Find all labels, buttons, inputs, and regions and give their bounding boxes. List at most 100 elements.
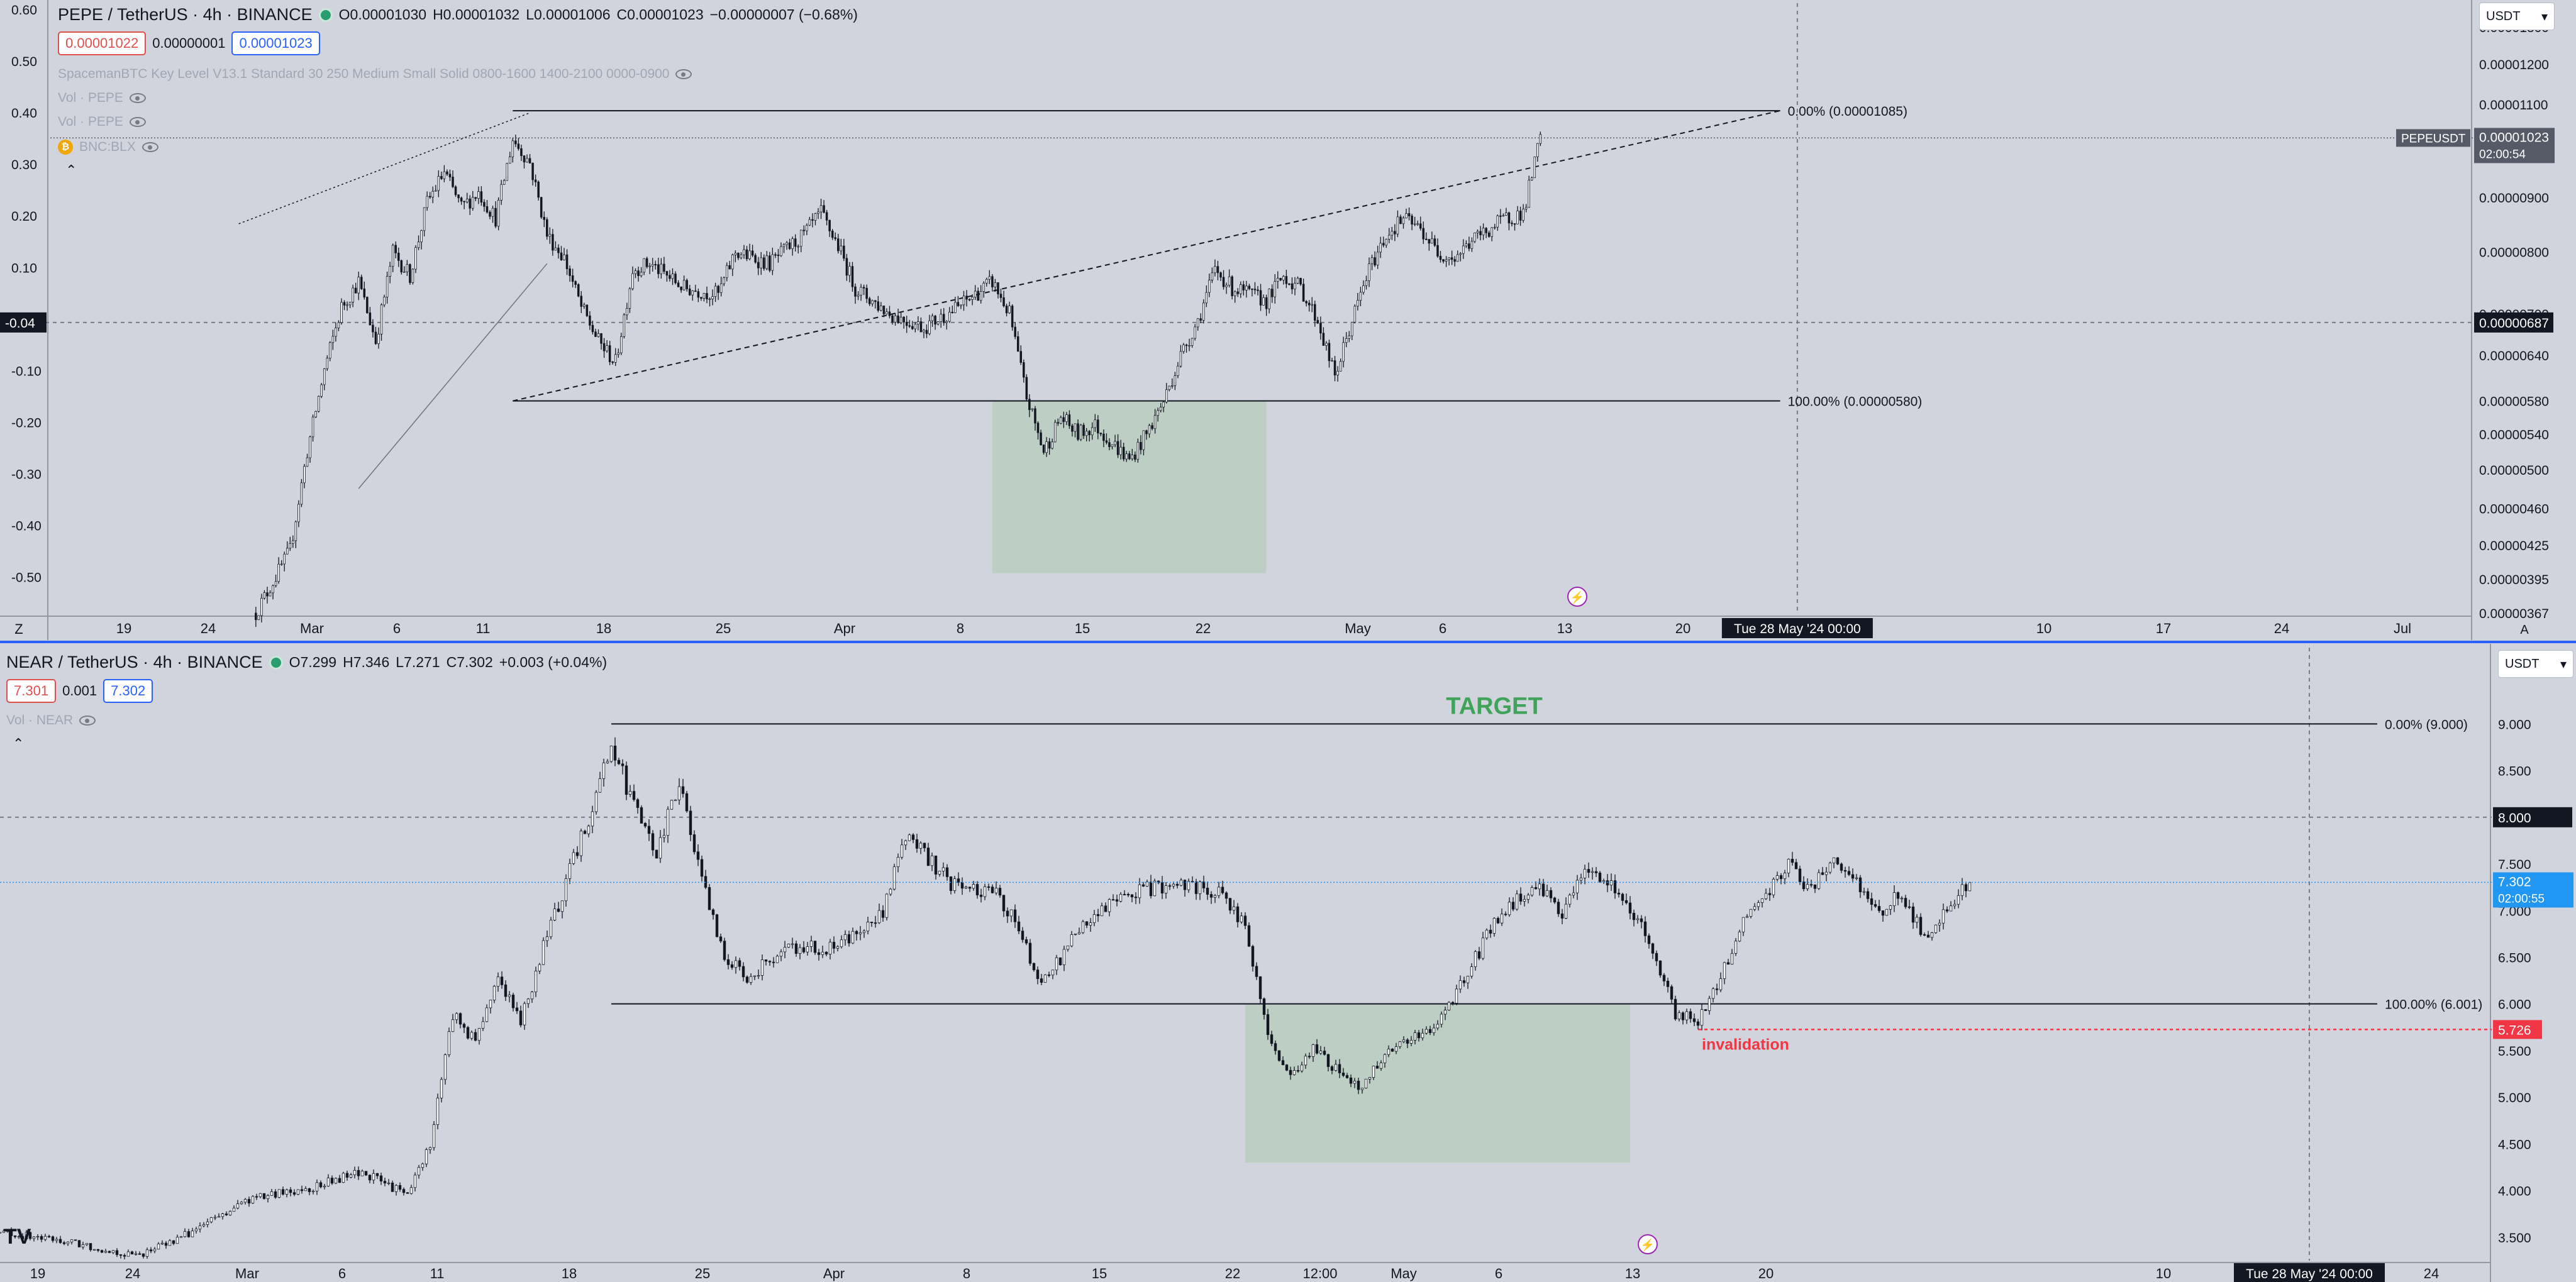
candle-up <box>406 264 409 272</box>
candle-up <box>1602 880 1606 882</box>
bottom-ask-box[interactable]: 7.302 <box>103 679 153 703</box>
indicator-row-keylevel[interactable]: SpacemanBTC Key Level V13.1 Standard 30 … <box>58 67 692 82</box>
candle-down <box>1328 343 1331 362</box>
indicator-row-blx[interactable]: ₿ BNC:BLX <box>58 140 158 155</box>
candle-up <box>598 778 602 793</box>
top-symbol-title[interactable]: PEPE / TetherUS · 4h · BINANCE <box>58 5 313 24</box>
rising-trendline[interactable] <box>513 110 1780 402</box>
bottom-currency-select[interactable]: USDT ▾ <box>2498 650 2573 678</box>
indicator-row-vol-near[interactable]: Vol · NEAR <box>6 713 96 728</box>
candle-down <box>1374 257 1376 266</box>
candle-up <box>886 311 888 314</box>
candle-up <box>1217 887 1221 896</box>
candle-down <box>1096 914 1100 917</box>
candle-up <box>1194 326 1196 339</box>
x-tick-label: 18 <box>562 1266 577 1281</box>
candle-down <box>602 343 606 351</box>
candle-up <box>1539 134 1542 144</box>
candle-down <box>711 909 715 915</box>
candle-up <box>1685 1011 1689 1020</box>
lightning-icon[interactable] <box>1567 587 1587 607</box>
candle-down <box>1349 1077 1353 1084</box>
lightning-icon[interactable] <box>1638 1234 1658 1254</box>
candle-down <box>1134 897 1138 898</box>
candle-up <box>1065 414 1068 423</box>
bottom-bid-box[interactable]: 7.301 <box>6 679 57 703</box>
candle-down <box>1099 433 1102 434</box>
candle-up <box>894 315 897 323</box>
candle-down <box>738 960 741 967</box>
candle-down <box>308 1188 311 1192</box>
eye-hidden-icon[interactable] <box>129 117 146 127</box>
top-ask-box[interactable]: 0.00001023 <box>231 31 320 55</box>
candle-up <box>1960 884 1964 896</box>
top-bid-box[interactable]: 0.00001022 <box>58 31 147 55</box>
top-currency-select[interactable]: USDT ▾ <box>2479 3 2555 30</box>
last-price-label: 0.00001023 <box>2479 130 2549 145</box>
candle-up <box>1730 953 1734 965</box>
candle-up <box>1474 232 1476 242</box>
indicator-label: BNC:BLX <box>79 140 136 154</box>
candle-up <box>1325 343 1328 346</box>
indicator-row-vol-1[interactable]: Vol · PEPE <box>58 91 146 106</box>
candle-up <box>928 320 931 334</box>
candle-up <box>1353 306 1357 323</box>
eye-hidden-icon[interactable] <box>142 142 158 152</box>
candle-up <box>628 288 631 309</box>
candle-up <box>292 540 294 544</box>
candle-up <box>443 171 446 179</box>
candle-up <box>383 296 386 306</box>
bottom-ohlc-C: C7.302 <box>446 654 493 670</box>
bottom-symbol-title[interactable]: NEAR / TetherUS · 4h · BINANCE <box>6 653 263 671</box>
candle-up <box>530 992 534 1000</box>
eye-hidden-icon[interactable] <box>79 716 96 726</box>
candle-down <box>391 1182 394 1192</box>
candle-down <box>1919 917 1923 935</box>
last-price-tag <box>2474 128 2555 163</box>
candle-down <box>1326 1054 1330 1067</box>
candle-down <box>1798 868 1802 882</box>
left-y-tick-label: -0.10 <box>11 364 42 379</box>
eye-hidden-icon[interactable] <box>675 69 692 79</box>
bottom-ohlc-change: +0.003 (+0.04%) <box>499 654 608 670</box>
candles <box>255 131 1542 627</box>
candle-up <box>1074 423 1077 432</box>
candle-up <box>560 900 564 912</box>
candle-up <box>213 1217 217 1218</box>
candle-down <box>1658 960 1662 976</box>
candle-down <box>794 238 797 247</box>
bottom-ohlc-O: O7.299 <box>289 654 337 670</box>
channel-line[interactable] <box>238 112 530 224</box>
x-tick-label: 19 <box>116 621 131 636</box>
candle-down <box>115 1250 119 1255</box>
candle-up <box>240 1202 243 1205</box>
tradingview-logo-icon[interactable]: TV <box>4 1225 31 1249</box>
candle-down <box>915 839 919 849</box>
candle-down <box>825 212 828 221</box>
candle-down <box>1068 414 1071 426</box>
collapse-legend-chevron-icon[interactable]: ⌃ <box>13 736 25 751</box>
accumulation-zone[interactable] <box>992 401 1267 573</box>
candle-down <box>515 1007 519 1012</box>
candle-up <box>1138 884 1141 898</box>
accumulation-zone[interactable] <box>1245 1003 1630 1163</box>
support-line[interactable] <box>358 263 548 489</box>
candle-up <box>843 934 847 941</box>
candle-down <box>1243 915 1247 926</box>
candle-up <box>1351 321 1353 336</box>
candle-down <box>483 202 486 207</box>
indicator-row-vol-2[interactable]: Vol · PEPE <box>58 114 146 130</box>
candle-down <box>580 296 583 307</box>
candle-down <box>594 331 597 337</box>
y-tick-label: 4.000 <box>2498 1185 2531 1199</box>
candle-down <box>1624 900 1628 903</box>
candle-down <box>1666 980 1670 987</box>
collapse-legend-chevron-icon[interactable]: ⌃ <box>65 162 77 178</box>
eye-hidden-icon[interactable] <box>129 93 146 103</box>
candle-down <box>674 274 677 284</box>
candle-down <box>474 197 477 199</box>
candle-up <box>1077 932 1081 934</box>
x-tick-label: 18 <box>596 621 611 636</box>
candle-up <box>1009 909 1013 917</box>
candle-up <box>303 466 306 484</box>
